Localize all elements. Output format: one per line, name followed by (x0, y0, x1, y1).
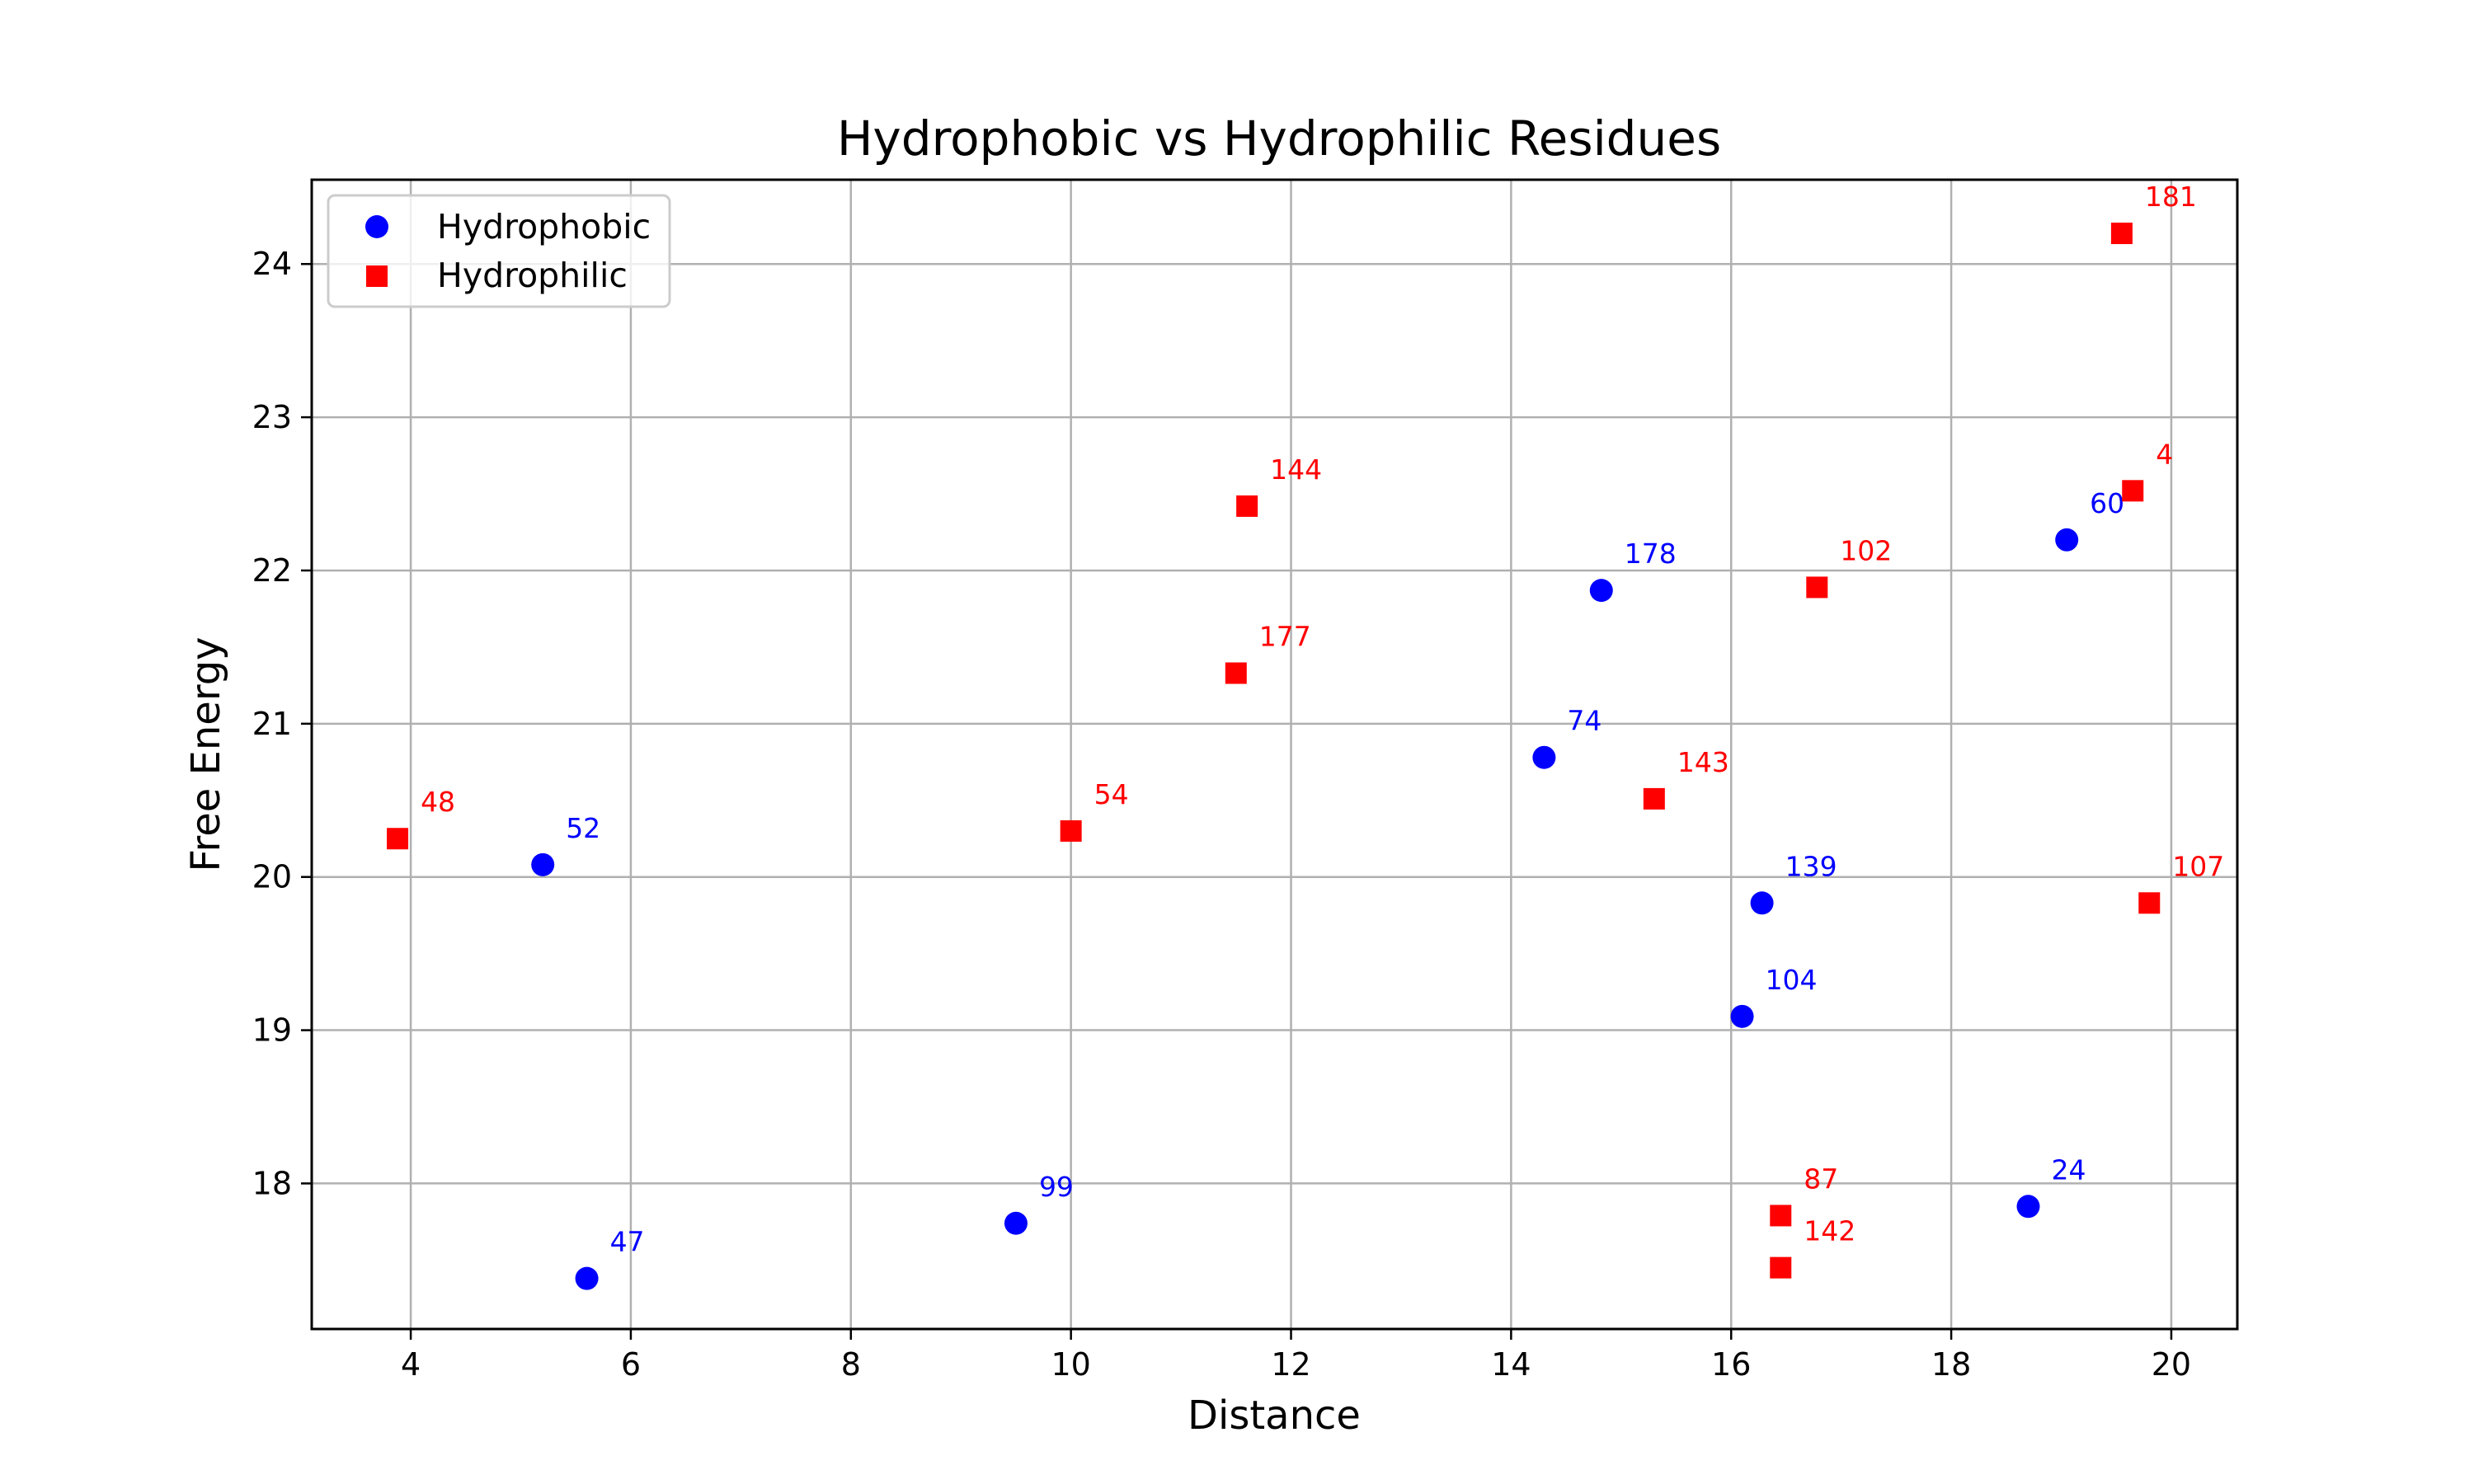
point-label-hydrophilic: 177 (1259, 620, 1311, 652)
point-label-hydrophilic: 107 (2172, 850, 2224, 882)
y-tick-label: 22 (252, 552, 292, 589)
point-label-hydrophilic: 4 (2156, 438, 2173, 470)
point-hydrophobic (1004, 1211, 1028, 1235)
point-hydrophobic (1730, 1004, 1754, 1028)
x-tick-label: 8 (841, 1346, 861, 1383)
point-hydrophobic (2016, 1195, 2040, 1219)
point-hydrophobic (531, 852, 555, 876)
point-label-hydrophobic: 178 (1625, 538, 1677, 570)
point-hydrophilic (2110, 223, 2133, 245)
legend-frame (327, 194, 671, 308)
point-label-hydrophilic: 142 (1804, 1215, 1856, 1247)
x-axis-label: Distance (1188, 1392, 1361, 1439)
legend-label-hydrophilic: Hydrophilic (437, 256, 628, 295)
x-tick-label: 6 (621, 1346, 641, 1383)
axis-ticks: 4 6 8 10 12 14 16 18 20 18 19 20 21 22 23 24 (252, 246, 2191, 1383)
point-hydrophilic (1236, 495, 1258, 517)
point-label-hydrophobic: 52 (566, 812, 600, 844)
point-label-hydrophobic: 60 (2090, 487, 2124, 519)
point-label-hydrophilic: 54 (1094, 778, 1129, 810)
data-points: 52 47 99 74 178 139 104 24 60 48 54 177 144 143 102 87 1… (387, 181, 2224, 1290)
point-hydrophobic (1589, 579, 1613, 603)
point-hydrophilic (2138, 892, 2161, 914)
y-tick-label: 21 (252, 706, 292, 742)
legend-marker-hydrophilic (366, 265, 388, 287)
legend-marker-hydrophobic (365, 215, 388, 238)
y-tick-label: 24 (252, 246, 292, 282)
plot-frame (310, 178, 2239, 1331)
y-tick-label: 18 (252, 1165, 292, 1201)
point-label-hydrophobic: 74 (1567, 705, 1602, 737)
y-tick-label: 20 (252, 859, 292, 895)
point-label-hydrophilic: 181 (2145, 181, 2197, 213)
point-hydrophobic (1750, 891, 1774, 915)
point-label-hydrophobic: 139 (1785, 850, 1837, 882)
x-tick-label: 4 (401, 1346, 421, 1383)
y-tick-label: 23 (252, 399, 292, 435)
x-tick-label: 14 (1491, 1346, 1531, 1383)
point-label-hydrophilic: 102 (1840, 534, 1892, 566)
point-label-hydrophobic: 24 (2051, 1153, 2086, 1186)
y-axis-label: Free Energy (183, 636, 229, 871)
point-hydrophilic (1770, 1256, 1792, 1279)
x-tick-label: 18 (1931, 1346, 1971, 1383)
point-label-hydrophobic: 104 (1766, 964, 1818, 996)
y-tick-label: 19 (252, 1012, 292, 1049)
point-hydrophilic (1770, 1205, 1792, 1227)
point-label-hydrophilic: 48 (421, 786, 455, 818)
x-tick-label: 16 (1711, 1346, 1751, 1383)
x-tick-label: 10 (1051, 1346, 1090, 1383)
point-label-hydrophobic: 47 (610, 1226, 645, 1258)
point-hydrophilic (1060, 819, 1082, 842)
point-hydrophilic (1806, 576, 1828, 599)
point-label-hydrophilic: 144 (1270, 453, 1322, 486)
x-tick-label: 12 (1271, 1346, 1310, 1383)
x-tick-label: 20 (2152, 1346, 2191, 1383)
point-label-hydrophilic: 143 (1677, 746, 1729, 778)
point-hydrophilic (2122, 480, 2144, 502)
legend-label-hydrophobic: Hydrophobic (437, 207, 651, 247)
grid-lines (312, 180, 2237, 1329)
point-hydrophilic (387, 828, 409, 850)
point-hydrophilic (1225, 662, 1247, 684)
point-hydrophobic (1532, 745, 1556, 769)
point-label-hydrophilic: 87 (1804, 1162, 1838, 1195)
legend: Hydrophobic Hydrophilic (327, 194, 671, 308)
point-hydrophilic (1643, 787, 1665, 810)
chart-title: Hydrophobic vs Hydrophilic Residues (837, 110, 1721, 167)
point-label-hydrophobic: 99 (1039, 1171, 1074, 1203)
point-hydrophobic (575, 1266, 599, 1290)
point-hydrophobic (2055, 528, 2079, 552)
